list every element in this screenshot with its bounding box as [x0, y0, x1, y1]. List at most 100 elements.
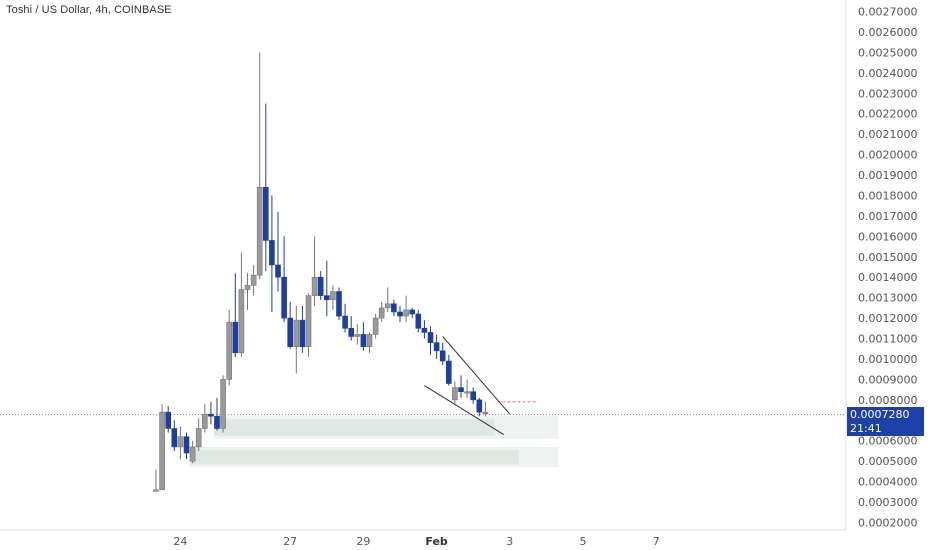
candle-body	[476, 399, 483, 413]
candle-body	[366, 334, 373, 348]
candle	[366, 332, 373, 353]
candle-body	[305, 295, 312, 348]
candle	[336, 287, 342, 321]
candle	[244, 273, 251, 310]
y-tick-label: 0.0017000	[858, 210, 918, 223]
candle	[317, 271, 324, 300]
y-tick-label: 0.0008000	[858, 394, 918, 407]
candle-body	[275, 264, 281, 278]
candle-body	[183, 436, 190, 454]
candle	[208, 401, 214, 425]
candle-body	[226, 321, 232, 380]
y-tick-label: 0.0012000	[858, 312, 918, 325]
candle-body	[458, 387, 464, 392]
candle-body	[244, 285, 251, 290]
candle-body	[452, 387, 458, 401]
candle	[250, 264, 257, 296]
candle	[220, 375, 226, 433]
candle	[238, 252, 245, 357]
candle-body	[287, 317, 294, 348]
demand-zone-1	[189, 449, 519, 465]
candle	[226, 309, 232, 386]
candle	[433, 334, 440, 359]
candle	[445, 354, 452, 386]
candle-body	[330, 291, 336, 301]
candle	[391, 299, 397, 317]
y-tick-label: 0.0021000	[858, 128, 918, 141]
candle-body	[482, 411, 489, 414]
candle-body	[220, 379, 226, 429]
y-tick-label: 0.0022000	[858, 108, 918, 121]
candle	[409, 307, 416, 319]
y-tick-label: 0.0026000	[858, 26, 918, 39]
candle	[403, 295, 409, 323]
y-tick-label: 0.0010000	[858, 353, 918, 366]
candle-body	[445, 360, 452, 384]
candle-body	[153, 489, 159, 492]
y-tick-label: 0.0027000	[858, 6, 918, 19]
y-tick-label: 0.0004000	[858, 476, 918, 489]
y-tick-label: 0.0024000	[858, 67, 918, 80]
candle-body	[299, 319, 306, 348]
candle	[354, 324, 361, 345]
candle	[464, 379, 470, 398]
candle	[232, 273, 239, 357]
candle	[189, 440, 196, 464]
candle-body	[293, 319, 300, 348]
candle-body	[378, 307, 385, 319]
candle	[348, 316, 355, 341]
y-tick-label: 0.0023000	[858, 87, 918, 100]
candle	[183, 432, 190, 460]
candle	[476, 397, 483, 417]
y-tick-label: 0.0005000	[858, 455, 918, 468]
wedge-trendline-1	[424, 385, 504, 436]
bar-countdown-badge: 21:41	[847, 420, 924, 436]
candle-body	[202, 413, 208, 429]
candle-body	[433, 342, 440, 352]
candle	[214, 397, 220, 431]
candle-body	[421, 328, 428, 333]
y-tick-label: 0.0025000	[858, 46, 918, 59]
candle-body	[336, 291, 342, 317]
candle-body	[403, 309, 409, 317]
candle-body	[427, 332, 434, 343]
candle-body	[159, 411, 165, 491]
candle	[275, 211, 281, 292]
candle-body	[177, 436, 184, 448]
candle-body	[262, 186, 269, 241]
y-tick-label: 0.0011000	[858, 333, 918, 346]
candle-body	[342, 315, 348, 329]
y-tick-label: 0.0016000	[858, 230, 918, 243]
candle-body	[189, 446, 196, 462]
x-tick-label: 7	[653, 535, 660, 548]
candle	[287, 301, 294, 349]
candle-body	[195, 428, 202, 448]
candle-body	[348, 328, 355, 337]
candle	[177, 426, 184, 460]
candle	[311, 236, 318, 306]
candle-body	[409, 309, 416, 315]
candle-body	[372, 317, 379, 335]
candle-body	[165, 411, 171, 429]
candle	[360, 322, 367, 351]
candle-body	[250, 274, 257, 286]
candle	[281, 236, 287, 323]
y-tick-label: 0.0019000	[858, 169, 918, 182]
candle-body	[391, 303, 397, 313]
candle	[323, 260, 330, 317]
candle	[427, 326, 434, 355]
candle-body	[470, 391, 477, 401]
candle	[305, 293, 312, 357]
y-tick-label: 0.0020000	[858, 149, 918, 162]
y-tick-label: 0.0002000	[858, 517, 918, 530]
wedge-trendline-0	[442, 336, 511, 415]
candle-body	[171, 428, 178, 448]
candle	[372, 314, 379, 339]
candle	[269, 195, 275, 312]
candle	[452, 381, 458, 404]
candle-body	[238, 289, 245, 354]
candle-body	[439, 350, 446, 362]
y-tick-label: 0.0018000	[858, 189, 918, 202]
y-tick-label: 0.0009000	[858, 373, 918, 386]
